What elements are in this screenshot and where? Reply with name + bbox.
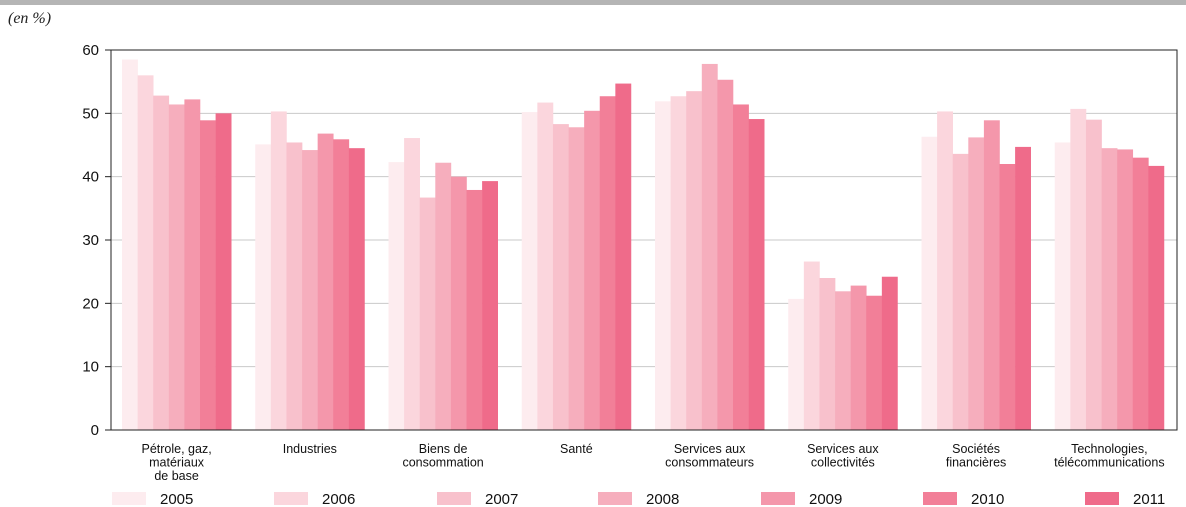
y-tick-label: 20 <box>82 295 99 312</box>
bar-2011 <box>1015 146 1031 430</box>
legend-label: 2010 <box>971 491 1004 507</box>
bar-2006 <box>404 138 420 431</box>
bar-2010 <box>200 120 216 431</box>
bar-2009 <box>850 285 867 430</box>
bar-2011 <box>615 83 632 431</box>
bar-2005 <box>921 136 938 430</box>
bar-2007 <box>1085 119 1102 431</box>
bar-2007 <box>286 142 303 430</box>
bar-2009 <box>317 133 334 430</box>
bar-2009 <box>717 79 734 431</box>
legend-label: 2006 <box>322 491 355 507</box>
legend-label: 2007 <box>485 491 518 507</box>
bar-2007 <box>686 91 703 431</box>
bar-2005 <box>1054 142 1071 430</box>
category-label: consommateurs <box>665 456 754 470</box>
bar-2010 <box>866 295 883 430</box>
bar-2005 <box>521 112 538 431</box>
bar-2011 <box>482 181 498 430</box>
bar-2008 <box>1101 148 1118 430</box>
legend-swatch-2006 <box>274 492 308 505</box>
bar-2007 <box>552 124 569 430</box>
bar-2008 <box>835 291 851 430</box>
bar-2009 <box>1117 149 1134 430</box>
legend-swatch-2011 <box>1085 492 1119 505</box>
bar-2006 <box>937 111 953 430</box>
bar-2005 <box>655 101 671 431</box>
category-label: Industries <box>283 442 337 456</box>
category-label: Biens de <box>419 442 468 456</box>
plot-frame <box>110 49 1178 431</box>
bar-2006 <box>270 111 287 430</box>
y-tick-label: 50 <box>82 105 99 122</box>
legend-label: 2008 <box>646 491 679 507</box>
bar-2006 <box>537 102 554 431</box>
y-tick-label: 40 <box>82 169 99 186</box>
bar-2008 <box>302 150 318 431</box>
category-label: Services aux <box>807 442 879 456</box>
legend-label: 2009 <box>809 491 842 507</box>
category-label: financières <box>946 456 1006 470</box>
category-label: Sociétés <box>952 442 1000 456</box>
bar-2005 <box>388 162 405 430</box>
legend-swatch-2008 <box>598 492 632 505</box>
legend-swatch-2009 <box>761 492 795 505</box>
bar-2008 <box>701 63 718 430</box>
bar-2009 <box>983 120 1000 431</box>
bar-2009 <box>184 99 201 431</box>
bar-2008 <box>568 127 585 431</box>
bar-2007 <box>419 197 436 430</box>
unit-label: (en %) <box>8 10 52 27</box>
bar-2011 <box>348 148 365 430</box>
legend-label: 2011 <box>1133 491 1165 507</box>
category-label: consommation <box>402 456 483 470</box>
bar-2007 <box>952 153 969 430</box>
bar-2011 <box>748 119 765 431</box>
bar-2007 <box>819 278 836 430</box>
y-tick-label: 60 <box>82 42 99 59</box>
bar-2005 <box>788 298 805 430</box>
bar-2005 <box>122 59 138 430</box>
bar-2005 <box>255 144 272 430</box>
bar-2010 <box>333 139 350 431</box>
bar-2009 <box>584 110 601 431</box>
bar-2008 <box>168 104 185 430</box>
category-label: Services aux <box>674 442 746 456</box>
legend-swatch-2007 <box>437 492 471 505</box>
bar-2006 <box>1070 108 1087 431</box>
bar-2011 <box>215 113 232 430</box>
legend-swatch-2010 <box>923 492 957 505</box>
category-label: de base <box>154 469 199 483</box>
bar-2006 <box>137 75 154 430</box>
y-tick-label: 10 <box>82 359 99 376</box>
bar-2009 <box>450 176 467 430</box>
legend-label: 2005 <box>160 491 193 507</box>
bar-2011 <box>881 276 898 430</box>
bar-2010 <box>466 189 483 430</box>
bar-2010 <box>1132 157 1149 430</box>
bar-2006 <box>803 261 820 430</box>
y-tick-label: 0 <box>91 422 99 439</box>
legend-swatch-2005 <box>112 492 146 505</box>
category-label: Santé <box>560 442 593 456</box>
category-label: Pétrole, gaz, <box>142 442 212 456</box>
bar-2008 <box>968 137 985 430</box>
bar-2010 <box>599 96 616 430</box>
bar-2010 <box>733 104 749 430</box>
bar-2010 <box>999 164 1016 430</box>
category-label: matériaux <box>149 456 205 470</box>
bar-2006 <box>670 96 687 430</box>
bar-2008 <box>435 162 452 430</box>
bar-2011 <box>1148 165 1165 430</box>
category-label: Technologies, <box>1071 442 1147 456</box>
y-tick-label: 30 <box>82 232 99 249</box>
category-label: collectivités <box>811 456 875 470</box>
top-rule <box>0 0 1186 5</box>
bar-2007 <box>153 95 170 430</box>
category-label: télécommunications <box>1054 456 1164 470</box>
